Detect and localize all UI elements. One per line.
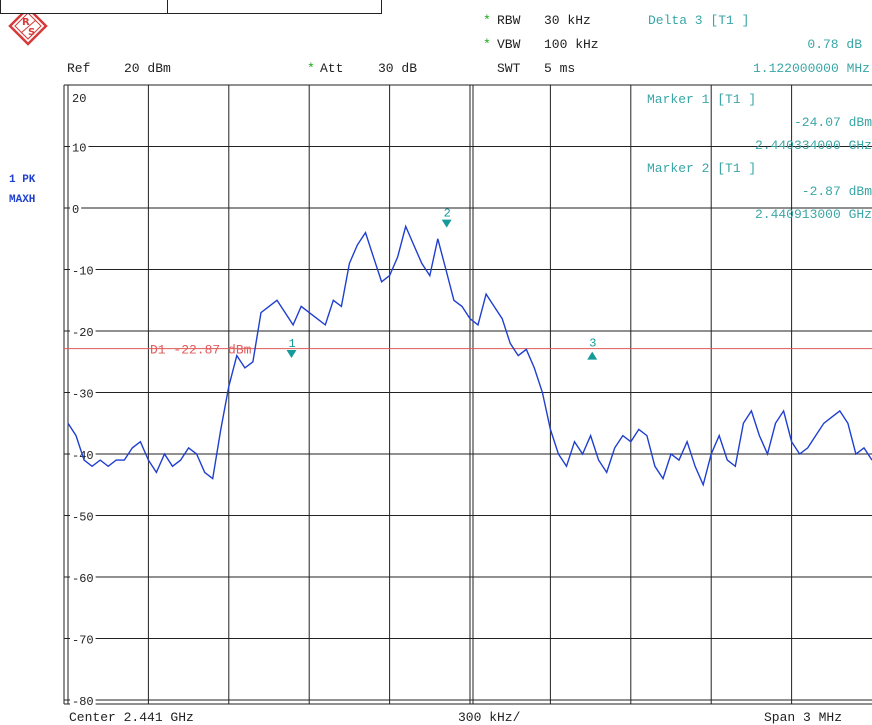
y-tick-label: 10 xyxy=(72,142,86,156)
att-label: Att xyxy=(320,61,344,76)
rbw-star: * xyxy=(483,13,491,28)
y-tick-label: -80 xyxy=(72,695,94,709)
marker-1-title: Marker 1 [T1 ] xyxy=(647,92,757,107)
att-value: 30 dB xyxy=(378,61,418,76)
y-tick-label: 0 xyxy=(72,203,79,217)
marker-3-label: 3 xyxy=(589,337,596,351)
ref-value: 20 dBm xyxy=(124,61,171,76)
delta-marker-title: Delta 3 [T1 ] xyxy=(648,13,750,28)
rbw-label: RBW xyxy=(497,13,521,28)
y-tick-label: 20 xyxy=(72,92,86,106)
y-tick-label-background xyxy=(70,509,96,524)
y-tick-label: -50 xyxy=(72,511,94,525)
delta-marker-frequency: 1.122000000 MHz xyxy=(752,61,870,76)
y-tick-label: -60 xyxy=(72,572,94,586)
frequency-span: Span 3 MHz xyxy=(764,710,843,725)
y-tick-label-background xyxy=(70,386,96,401)
y-tick-label: -70 xyxy=(72,634,94,648)
y-tick-label-background xyxy=(70,140,89,155)
trace-detector-label: 1 PK xyxy=(9,174,36,186)
top-status-divider xyxy=(167,0,168,13)
y-tick-label-background xyxy=(70,325,96,339)
plot-frame xyxy=(63,84,872,705)
y-tick-label-background xyxy=(70,632,96,647)
swt-label: SWT xyxy=(497,61,521,76)
vbw-value: 100 kHz xyxy=(544,37,599,52)
marker-2-symbol xyxy=(441,219,452,228)
marker-2-title: Marker 2 [T1 ] xyxy=(647,161,757,176)
display-line: D1 -22.87 dBm xyxy=(64,343,872,358)
rohde-schwarz-logo-icon: R S xyxy=(8,6,48,46)
ref-label: Ref xyxy=(67,61,91,76)
trace-mode-label: MAXH xyxy=(9,194,36,206)
swt-value: 5 ms xyxy=(544,61,576,76)
display-line-label: D1 -22.87 dBm xyxy=(150,343,252,358)
y-tick-label: -20 xyxy=(72,326,94,340)
trace-markers: 1 2 3 xyxy=(286,207,598,360)
marker-2-frequency: 2.440913000 GHz xyxy=(754,207,872,222)
vbw-star: * xyxy=(483,37,491,52)
plot-grid xyxy=(64,85,872,704)
trace-1-line xyxy=(67,224,872,487)
delta-marker-level: 0.78 dB xyxy=(807,37,862,52)
y-tick-label: -10 xyxy=(72,265,94,279)
frequency-per-division: 300 kHz/ xyxy=(458,710,521,725)
marker-2-label: 2 xyxy=(444,207,451,221)
att-star: * xyxy=(307,61,315,76)
y-tick-label: -30 xyxy=(72,388,94,402)
marker-2-level: -2.87 dBm xyxy=(801,184,872,199)
marker-3-symbol xyxy=(587,351,598,360)
y-tick-label-background xyxy=(70,202,82,216)
trace-1 xyxy=(67,224,872,487)
marker-1-level: -24.07 dBm xyxy=(793,115,872,130)
marker-1-label: 1 xyxy=(289,337,296,351)
vbw-label: VBW xyxy=(497,37,521,52)
svg-text:S: S xyxy=(28,27,35,38)
y-tick-label-background xyxy=(70,694,96,708)
marker-1-symbol xyxy=(286,350,297,359)
svg-text:R: R xyxy=(22,17,30,28)
top-status-box xyxy=(0,0,382,14)
center-frequency: Center 2.441 GHz xyxy=(69,710,194,725)
rbw-value: 30 kHz xyxy=(544,13,591,28)
marker-1-frequency: 2.440334000 GHz xyxy=(754,138,872,153)
y-tick-label-background xyxy=(70,571,96,585)
y-tick-label-background xyxy=(70,263,96,278)
